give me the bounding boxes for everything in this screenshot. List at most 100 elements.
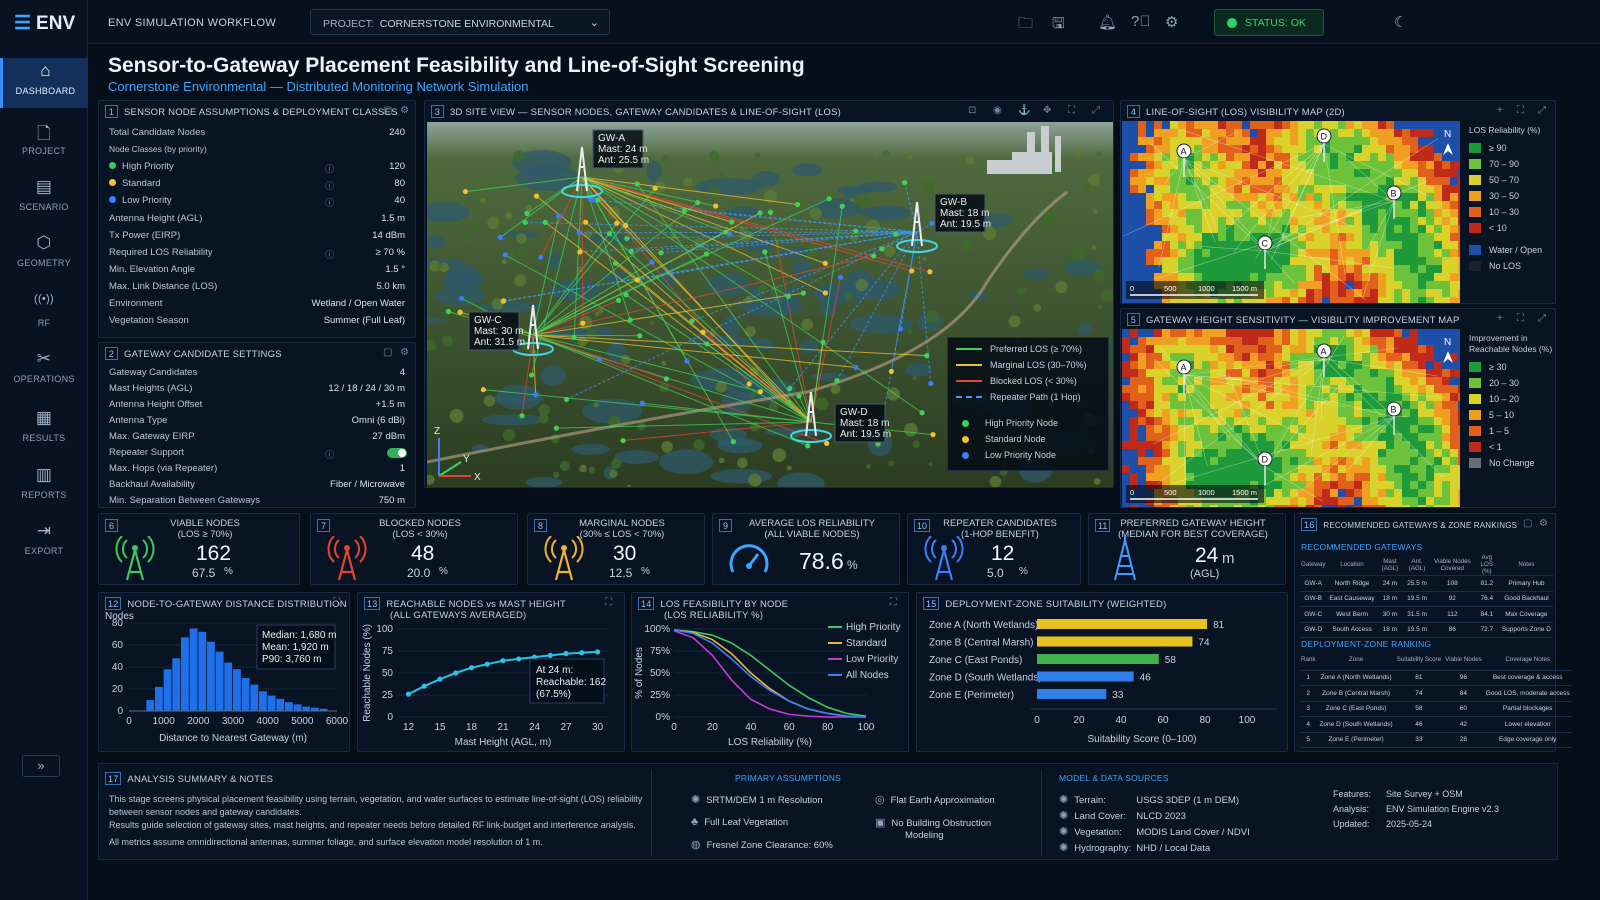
sensor-node[interactable]: [897, 326, 904, 332]
minimize-icon[interactable]: ▢: [383, 347, 393, 358]
nav-item-rf[interactable]: ((•)) RF: [0, 290, 88, 340]
sensor-node[interactable]: [615, 297, 622, 303]
sensor-node[interactable]: [624, 235, 630, 242]
gateway-marker[interactable]: D: [1316, 128, 1332, 162]
sensor-node[interactable]: [695, 199, 701, 206]
sensor-node[interactable]: [524, 210, 530, 216]
eye-icon[interactable]: ◉: [993, 105, 1002, 116]
sensor-node[interactable]: [826, 196, 832, 202]
sensor-node[interactable]: [839, 203, 845, 209]
fit-icon[interactable]: ⛶: [1517, 105, 1524, 116]
sensor-node[interactable]: [639, 400, 645, 406]
gateway-marker[interactable]: B: [1386, 401, 1402, 435]
sensor-node[interactable]: [623, 222, 629, 229]
gateway-tower[interactable]: [805, 391, 817, 437]
gateway-tower[interactable]: [576, 146, 588, 192]
sensor-node[interactable]: [522, 219, 528, 226]
sensor-node[interactable]: [805, 443, 811, 449]
sensor-node[interactable]: [445, 308, 452, 315]
app-logo[interactable]: ☰ ENV: [14, 12, 75, 35]
anchor-icon[interactable]: ⚓: [1018, 105, 1031, 116]
save-icon[interactable]: 🖫: [1052, 15, 1065, 32]
sensor-node[interactable]: [893, 231, 899, 237]
table-row[interactable]: GW-C West Berm 30 m 31.5 m 112 84.1 Max Covera…: [1299, 606, 1553, 623]
sensor-node[interactable]: [824, 440, 830, 446]
sensor-node[interactable]: [529, 372, 535, 378]
info-icon[interactable]: ⓘ: [325, 450, 335, 460]
moon-icon[interactable]: ☾: [1394, 14, 1408, 31]
sensor-node[interactable]: [689, 318, 695, 324]
sensor-node[interactable]: [786, 399, 792, 406]
sensor-node[interactable]: [746, 381, 752, 387]
sensor-node[interactable]: [628, 248, 634, 254]
sensor-node[interactable]: [623, 292, 629, 298]
sensor-node[interactable]: [542, 219, 548, 225]
add-icon[interactable]: +: [1497, 105, 1503, 116]
sensor-node[interactable]: [502, 252, 508, 258]
sensor-node[interactable]: [606, 231, 613, 237]
sensor-node[interactable]: [700, 329, 706, 335]
sensor-node[interactable]: [612, 260, 619, 266]
sensor-node[interactable]: [703, 251, 709, 257]
sensor-node[interactable]: [596, 356, 603, 362]
sensor-node[interactable]: [649, 259, 655, 265]
nav-item-project[interactable]: 🗋 PROJECT: [0, 118, 88, 168]
gear-icon[interactable]: ⚙: [400, 347, 409, 358]
gear-icon[interactable]: ⚙: [1165, 14, 1179, 31]
layers-icon[interactable]: ⊡: [968, 105, 977, 116]
sensor-node[interactable]: [730, 439, 736, 445]
sensor-node[interactable]: [927, 269, 933, 275]
minimize-icon[interactable]: ▢: [383, 105, 393, 116]
sensor-node[interactable]: [634, 181, 640, 187]
info-icon[interactable]: ⓘ: [325, 198, 335, 209]
sensor-node[interactable]: [919, 410, 925, 416]
fullscreen-icon[interactable]: ⛶: [605, 597, 612, 608]
gateway-marker[interactable]: D: [1257, 451, 1273, 485]
sensor-node[interactable]: [583, 219, 589, 225]
sensor-node[interactable]: [888, 368, 895, 375]
sensor-node[interactable]: [627, 317, 633, 323]
fit-icon[interactable]: ⛶: [1517, 313, 1524, 324]
sensor-node[interactable]: [462, 188, 469, 195]
sensor-node[interactable]: [924, 353, 930, 359]
sensor-node[interactable]: [729, 219, 735, 225]
sensor-node[interactable]: [519, 413, 525, 419]
nav-item-results[interactable]: ▦ RESULTS: [0, 405, 88, 455]
sensor-node[interactable]: [853, 228, 859, 234]
sensor-node[interactable]: [533, 193, 540, 199]
gateway-marker[interactable]: A: [1176, 143, 1192, 177]
sensor-node[interactable]: [757, 389, 763, 395]
sensor-node[interactable]: [497, 234, 503, 241]
sensor-node[interactable]: [820, 339, 826, 345]
sensor-node[interactable]: [704, 341, 710, 347]
sensor-node[interactable]: [588, 196, 594, 202]
sensor-node[interactable]: [713, 203, 719, 209]
sensor-node[interactable]: [757, 210, 763, 216]
sensor-node[interactable]: [595, 197, 601, 203]
fullscreen-icon[interactable]: ⤢: [1092, 105, 1100, 116]
sensor-node[interactable]: [871, 253, 877, 259]
sensor-node[interactable]: [658, 250, 664, 256]
sensor-node[interactable]: [930, 432, 936, 438]
sensor-node[interactable]: [620, 437, 626, 444]
sensor-node[interactable]: [787, 385, 793, 392]
sensor-node[interactable]: [501, 298, 507, 304]
sensor-node[interactable]: [637, 333, 643, 339]
nav-item-export[interactable]: ⇥ EXPORT: [0, 518, 88, 568]
gateway-tower[interactable]: [527, 304, 539, 350]
nav-item-scenario[interactable]: ▤ SCENARIO: [0, 174, 88, 224]
info-icon[interactable]: ⓘ: [325, 181, 335, 192]
sensor-node[interactable]: [800, 290, 806, 296]
sensor-node[interactable]: [553, 425, 559, 431]
table-row[interactable]: GW-D South Access 18 m 19.5 m 86 72.7 Supports…: [1299, 622, 1553, 638]
table-row[interactable]: 4 Zone D (South Wetlands) 46 42 Lower elevat…: [1299, 716, 1572, 733]
move-icon[interactable]: ✥: [1043, 105, 1052, 116]
sensor-node[interactable]: [663, 376, 669, 382]
sensor-node[interactable]: [837, 274, 844, 280]
gateway-marker[interactable]: B: [1386, 185, 1402, 219]
expand-sidebar-button[interactable]: »: [22, 755, 60, 777]
sensor-node[interactable]: [822, 260, 828, 266]
sensor-node[interactable]: [902, 180, 908, 186]
sensor-node[interactable]: [457, 309, 463, 315]
